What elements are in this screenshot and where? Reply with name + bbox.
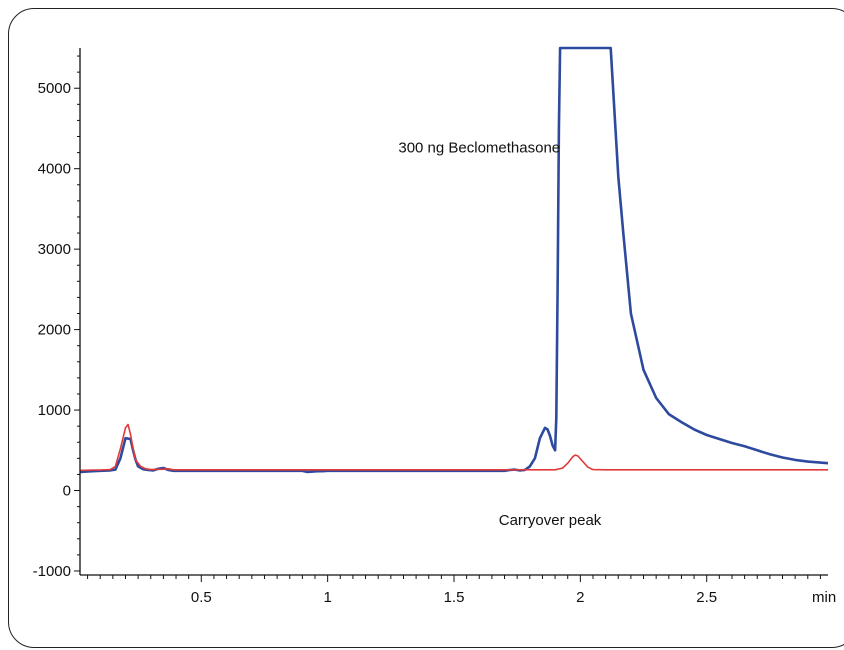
x-tick-label: 2.5 [696,589,717,606]
y-tick-label: 4000 [38,161,71,178]
y-tick-label: 1000 [38,402,71,419]
series-red-line [80,423,828,472]
y-tick-label: 5000 [38,80,71,97]
x-tick-label: 1.5 [444,589,465,606]
y-tick-label: 0 [63,483,71,500]
series-layer [80,46,828,474]
x-tick-label: 1 [323,589,331,606]
y-tick-label: 2000 [38,322,71,339]
annotation-carryover-peak: Carryover peak [499,512,602,529]
y-axis-ticks: -1000 0 1000 2000 3000 4000 5000 [33,55,80,580]
annotation-beclomethasone: 300 ng Beclomethasone [398,140,560,157]
x-axis-title: min [812,589,836,606]
chart-frame [8,8,844,648]
series-blue-line [80,46,828,474]
x-tick-label: 0.5 [191,589,212,606]
x-tick-label: 2 [576,589,584,606]
y-tick-label: 3000 [38,241,71,258]
y-tick-label: -1000 [33,563,71,580]
x-axis-ticks: 0.5 1 1.5 2 2.5 [87,575,821,606]
